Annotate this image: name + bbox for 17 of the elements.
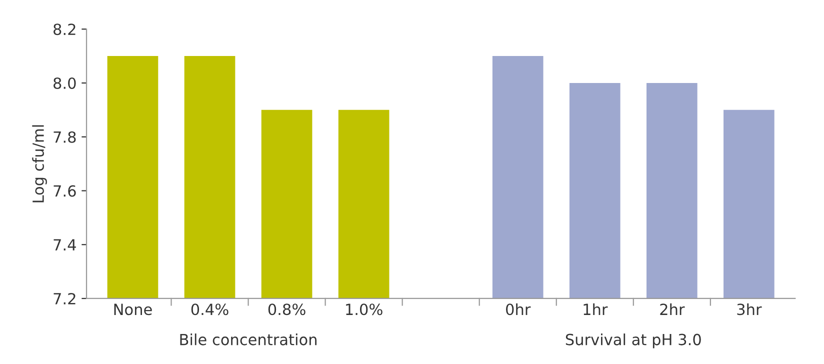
y-tick-label: 8.0 [54, 77, 76, 90]
y-tick-label: 7.8 [54, 131, 76, 143]
text: Bile concentration [180, 333, 316, 346]
y-tick-label: 7.2 [54, 292, 76, 304]
x-tick-label: 2hr [660, 303, 685, 315]
y-tick-label: 7.6 [54, 185, 76, 197]
x-tick-label: 0.4% [191, 304, 228, 316]
x-tick-label: 1.0% [346, 304, 382, 316]
x-tick-label: None [114, 304, 152, 316]
y-tick-label: 7.4 [54, 239, 76, 250]
text: Survival at pH 3.0 [566, 333, 701, 348]
x-tick-label: 3hr [737, 303, 762, 316]
x-tick-label: 0hr [506, 303, 531, 316]
x-tick-label: 0.8% [268, 304, 306, 316]
y-axis-title: Log cfu/ml [32, 125, 47, 202]
x-tick-label: 1hr [584, 303, 608, 315]
y-tick-label: 8.2 [54, 24, 76, 36]
